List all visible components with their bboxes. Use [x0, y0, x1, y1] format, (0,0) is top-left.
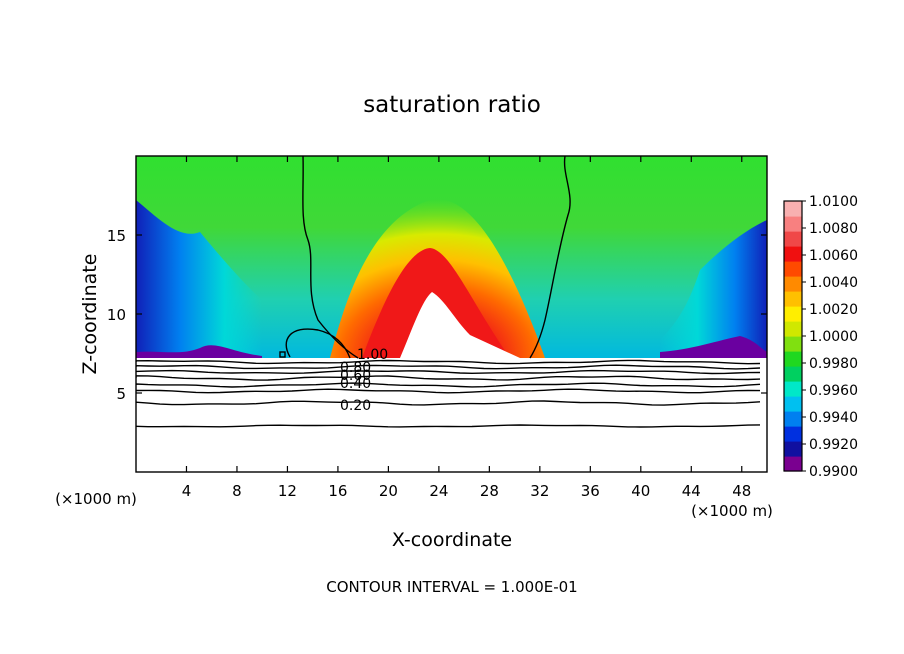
colorbar-label: 0.9980 — [809, 356, 858, 372]
colorbar-band — [784, 381, 802, 397]
contour-labels: 1.000.800.600.40 0.20 — [340, 347, 388, 414]
contour-line — [279, 351, 286, 358]
contour-line — [136, 364, 761, 370]
x-axis-ticks: 4 8 12 16 20 24 28 32 36 40 44 48 — [182, 156, 751, 500]
colorbar-band — [784, 231, 802, 247]
colorbar-label: 1.0100 — [809, 194, 858, 210]
x-tick-label: 16 — [328, 482, 347, 500]
colorbar-label: 0.9920 — [809, 437, 858, 453]
contour-label: 0.40 — [340, 376, 371, 392]
x-tick-label: 4 — [182, 482, 192, 500]
colorbar-band — [784, 366, 802, 382]
x-tick-label: 28 — [480, 482, 499, 500]
x-tick-label: 32 — [530, 482, 549, 500]
y-tick-label: 15 — [107, 227, 126, 245]
contour-line — [136, 369, 761, 375]
contour-interval-note: CONTOUR INTERVAL = 1.000E-01 — [326, 578, 577, 596]
colorbar-band — [784, 216, 802, 232]
x-tick-label: 44 — [682, 482, 701, 500]
contour-line — [136, 424, 761, 428]
contour-line — [136, 359, 761, 365]
contour-line — [285, 328, 351, 359]
chart-title: saturation ratio — [363, 92, 541, 118]
x-tick-label: 24 — [429, 482, 448, 500]
x-tick-label: 8 — [232, 482, 242, 500]
x-tick-label: 48 — [732, 482, 751, 500]
contour-line — [136, 382, 761, 388]
colorbar-band — [784, 306, 802, 322]
colorbar-band — [784, 261, 802, 277]
x-axis-label: X-coordinate — [392, 529, 512, 551]
field-violet-edge — [136, 345, 262, 358]
colorbar-label: 0.9940 — [809, 410, 858, 426]
contour-label: 0.20 — [340, 398, 371, 414]
contour-label: 0.60 — [340, 368, 371, 384]
x-tick-label: 40 — [631, 482, 650, 500]
colorbar-band — [784, 201, 802, 217]
contour-lines — [136, 156, 761, 428]
contour-line — [136, 375, 761, 381]
plot-area — [136, 156, 767, 472]
colorbar: 1.0100 1.0080 1.0060 1.0040 1.0020 1.0000 0.99… — [783, 194, 858, 480]
y-tick-label: 10 — [107, 306, 126, 324]
y-axis-label: Z-coordinate — [79, 254, 101, 375]
colorbar-label: 1.0060 — [809, 248, 858, 264]
x-tick-label: 36 — [581, 482, 600, 500]
colorbar-band — [784, 411, 802, 427]
contour-line — [136, 388, 761, 394]
field-violet-edge-right — [660, 336, 767, 358]
y-axis-ticks: 5 10 15 — [107, 227, 767, 403]
colorbar-label: 1.0080 — [809, 221, 858, 237]
colorbar-label: 1.0000 — [809, 329, 858, 345]
colorbar-band — [784, 291, 802, 307]
field-lower-white — [136, 358, 767, 472]
field-white-saturated-core — [400, 292, 520, 358]
colorbar-band — [784, 396, 802, 412]
field-right-dry-region — [660, 220, 767, 358]
colorbar-band — [784, 321, 802, 337]
field-left-dry-region — [136, 200, 262, 358]
colorbar-band — [784, 426, 802, 442]
colorbar-label: 0.9900 — [809, 464, 858, 480]
contour-line — [302, 156, 359, 359]
colorbar-label: 1.0020 — [809, 302, 858, 318]
contour-line — [136, 400, 761, 406]
x-unit-left: (×1000 m) — [55, 490, 137, 508]
y-tick-label: 5 — [116, 385, 126, 403]
colorbar-label: 0.9960 — [809, 383, 858, 399]
x-tick-label: 20 — [379, 482, 398, 500]
colorbar-band — [784, 246, 802, 262]
colorbar-band — [784, 336, 802, 352]
x-unit-right: (×1000 m) — [691, 502, 773, 520]
colorbar-label: 1.0040 — [809, 275, 858, 291]
contour-label: 1.00 — [357, 347, 388, 363]
colorbar-band — [784, 351, 802, 367]
colorbar-band — [784, 276, 802, 292]
colorbar-band — [784, 456, 802, 472]
x-tick-label: 12 — [278, 482, 297, 500]
contour-line — [529, 156, 571, 359]
colorbar-band — [784, 441, 802, 457]
contour-label: 0.80 — [340, 360, 371, 376]
